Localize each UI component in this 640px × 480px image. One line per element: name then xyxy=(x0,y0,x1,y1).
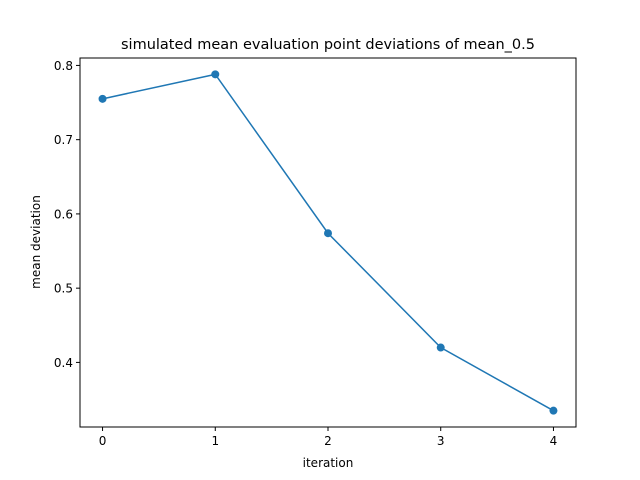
y-tick-label: 0.6 xyxy=(54,207,73,221)
data-point xyxy=(211,70,220,79)
y-tick-label: 0.8 xyxy=(54,59,73,73)
chart-title: simulated mean evaluation point deviatio… xyxy=(121,37,535,53)
x-tick-label: 4 xyxy=(550,434,558,448)
y-tick-label: 0.7 xyxy=(54,133,73,147)
x-tick-label: 1 xyxy=(211,434,219,448)
plot-area xyxy=(98,70,558,415)
data-point xyxy=(98,94,107,103)
x-tick-label: 3 xyxy=(437,434,445,448)
y-tick-label: 0.4 xyxy=(54,356,73,370)
x-axis-label: iteration xyxy=(303,456,354,470)
x-axis: 0 1 2 3 4 xyxy=(99,427,558,448)
data-point xyxy=(324,229,332,238)
y-axis: 0.4 0.5 0.6 0.7 0.8 xyxy=(54,59,80,370)
x-tick-label: 2 xyxy=(324,434,332,448)
data-point xyxy=(549,406,558,415)
y-axis-label: mean deviation xyxy=(29,195,43,289)
data-point xyxy=(436,343,445,352)
y-tick-label: 0.5 xyxy=(54,282,73,296)
x-tick-label: 0 xyxy=(99,434,107,448)
